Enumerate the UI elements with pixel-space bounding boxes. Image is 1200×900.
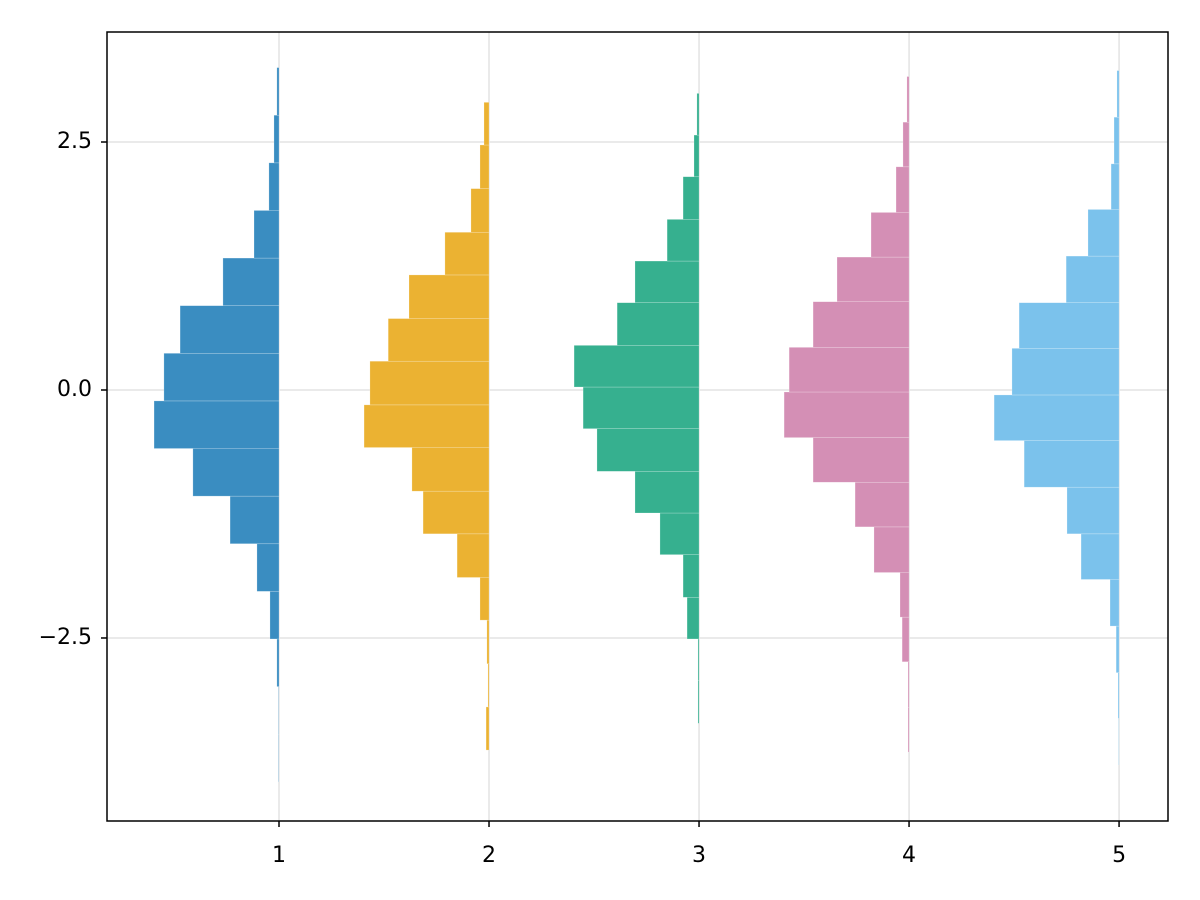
histogram-bar	[411, 447, 490, 492]
histogram-bar	[854, 481, 910, 528]
histogram-bar	[369, 360, 490, 406]
histogram-bar	[812, 301, 910, 348]
histogram-bar	[192, 448, 280, 497]
histogram-bar	[179, 305, 280, 354]
histogram-bar	[634, 260, 700, 304]
histogram-bar	[870, 212, 910, 258]
histogram-bar	[783, 391, 910, 438]
histogram-bar	[836, 256, 910, 303]
histogram-bar	[1087, 209, 1120, 257]
y-tick-label: 2.5	[57, 129, 92, 154]
histogram-bar	[1080, 533, 1120, 580]
x-tick-label: 4	[902, 843, 916, 868]
y-tick-label: 0.0	[57, 377, 92, 402]
histogram-bar	[1117, 672, 1120, 719]
histogram-bar	[616, 302, 700, 346]
histogram-bar	[993, 394, 1120, 441]
histogram-bar	[899, 572, 910, 618]
x-tick-label: 2	[482, 843, 496, 868]
histogram-bar	[634, 471, 700, 514]
histogram-bar	[895, 166, 910, 213]
x-tick-label: 5	[1112, 843, 1126, 868]
histogram-bar	[906, 76, 910, 123]
histogram-bar	[422, 490, 490, 535]
x-tick-label: 1	[272, 843, 286, 868]
histogram-bar	[682, 176, 700, 220]
histogram-bar	[479, 577, 490, 621]
histogram-bar	[907, 707, 910, 753]
x-tick-label: 3	[692, 843, 706, 868]
histogram-bar	[873, 526, 910, 573]
histogram-bar	[276, 638, 280, 687]
histogram-bar	[696, 93, 700, 136]
histogram-bar	[682, 554, 700, 598]
histogram-bar	[229, 495, 280, 545]
histogram-bar	[1116, 70, 1120, 118]
histogram-bar	[1113, 116, 1120, 165]
histogram-bar	[387, 318, 490, 362]
histogram-bar	[222, 257, 280, 306]
histogram-bar	[582, 386, 700, 429]
histogram-bar	[153, 400, 280, 449]
histogram-bar	[686, 597, 700, 640]
histogram-bar	[276, 67, 280, 116]
histogram-bar	[408, 274, 490, 319]
histogram-bar	[1065, 255, 1120, 304]
histogram-bar	[666, 219, 700, 262]
histogram-bar	[1011, 348, 1120, 396]
histogram-bar	[486, 619, 490, 665]
histogram-bar	[573, 345, 700, 388]
histogram-bar	[273, 114, 280, 164]
y-tick-label: −2.5	[39, 625, 92, 650]
plot-frame	[106, 31, 1169, 822]
histogram-bar	[456, 533, 490, 578]
histogram-bar	[697, 680, 700, 724]
histogram-bar	[902, 121, 910, 168]
histogram-bar	[697, 638, 700, 681]
histogram-bar	[268, 162, 280, 211]
histogram-bar	[1018, 302, 1120, 349]
histogram-bar	[901, 616, 910, 663]
histogram-bar	[1109, 579, 1120, 627]
histogram-bar	[269, 591, 280, 640]
histogram-bar	[812, 437, 910, 483]
histogram-bar	[256, 543, 280, 592]
histogram-bar	[1110, 163, 1120, 210]
histogram-bar	[479, 144, 490, 189]
histogram-bar	[907, 661, 910, 708]
histogram-bar	[1066, 486, 1120, 535]
histogram-bar	[444, 231, 490, 276]
histogram-bar	[485, 706, 490, 751]
histogram-bar	[363, 404, 490, 448]
histogram-bar	[693, 134, 700, 178]
histogram-bar	[1115, 625, 1120, 674]
histogram-bar	[483, 102, 490, 146]
histogram-bar	[253, 210, 280, 259]
histogram-bar	[470, 188, 490, 233]
histogram-bar	[163, 352, 280, 402]
histogram-bar	[596, 428, 700, 472]
histogram-bar	[788, 347, 910, 393]
histogram-bar	[1023, 440, 1120, 488]
histogram-bar	[659, 512, 700, 555]
histogram-bar	[487, 663, 490, 708]
